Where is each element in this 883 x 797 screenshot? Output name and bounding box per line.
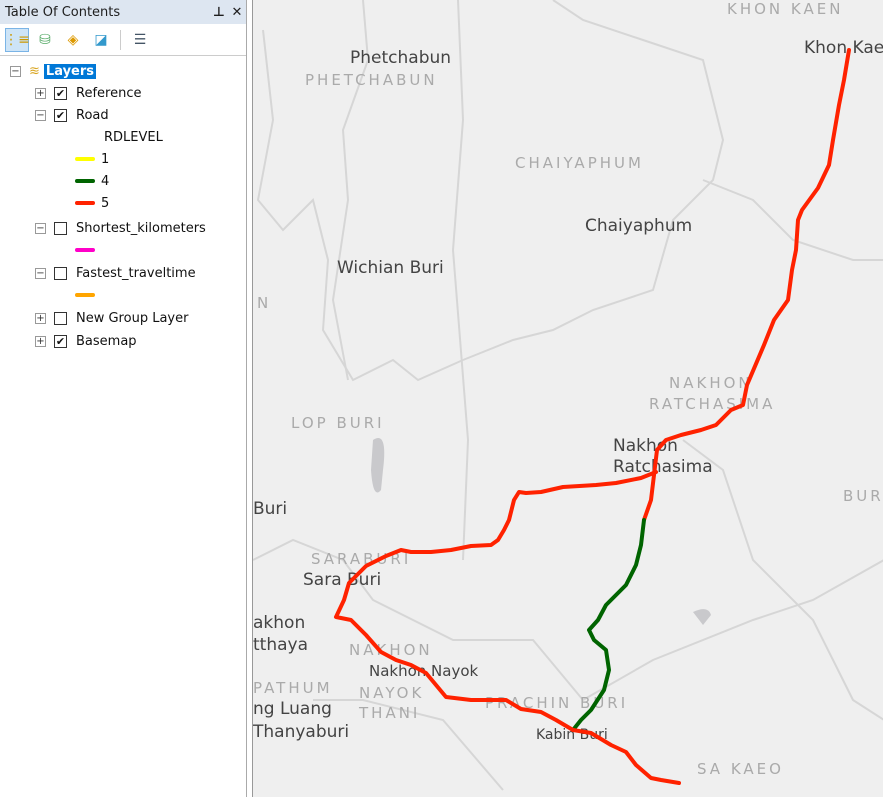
line-symbol	[75, 293, 95, 297]
layer-label[interactable]: Fastest_traveltime	[76, 265, 196, 281]
layers-stack-icon: ≋	[29, 63, 40, 79]
layers-label[interactable]: Layers	[43, 63, 97, 79]
expand-icon[interactable]: +	[35, 87, 46, 99]
city-label: Nakhon Ratchasima	[613, 436, 713, 477]
class-label: 4	[101, 173, 110, 189]
city-label: Khon Kaen	[804, 38, 883, 58]
expand-icon[interactable]: +	[35, 312, 46, 324]
legend-class-4[interactable]: 4	[75, 171, 109, 191]
province-label: N	[257, 294, 272, 312]
road-field-name: RDLEVEL	[104, 129, 163, 145]
road-rdlevel-5[interactable]	[571, 728, 681, 785]
layer-label[interactable]: New Group Layer	[76, 310, 189, 326]
layer-fastest-traveltime[interactable]: − Fastest_traveltime	[35, 263, 196, 283]
legend-class-1[interactable]: 1	[75, 149, 109, 169]
city-label: Buri	[253, 499, 288, 519]
province-label: SA KAEO	[697, 760, 784, 778]
city-label: tthaya	[253, 635, 309, 655]
road-rdlevel-5[interactable]	[334, 470, 658, 732]
province-label: KHON KAEN	[727, 0, 844, 18]
collapse-icon[interactable]: −	[35, 222, 46, 234]
class-label: 5	[101, 195, 110, 211]
city-label: Thanyaburi	[253, 722, 350, 742]
province-label: PATHUM	[253, 679, 333, 697]
province-label: NAYOK	[359, 684, 425, 702]
collapse-icon[interactable]: −	[10, 65, 21, 77]
layer-basemap[interactable]: + ✔ Basemap	[35, 331, 137, 351]
options-icon[interactable]: ☰	[133, 31, 147, 48]
province-label: BUR	[843, 487, 883, 505]
visibility-checkbox[interactable]	[54, 221, 67, 235]
toc-title: Table Of Contents	[5, 4, 121, 20]
collapse-icon[interactable]: −	[35, 109, 46, 121]
line-symbol	[75, 157, 95, 161]
road-layer	[334, 48, 851, 785]
legend-shortest	[75, 240, 101, 260]
legend-fastest	[75, 285, 101, 305]
visibility-checkbox[interactable]: ✔	[54, 108, 67, 122]
province-label: LOP BURI	[291, 414, 385, 432]
layers-root[interactable]: − ≋ Layers	[10, 61, 97, 81]
road-rdlevel-4[interactable]	[571, 518, 646, 732]
basemap-boundaries	[253, 0, 883, 791]
line-symbol	[75, 248, 95, 252]
line-symbol	[75, 179, 95, 183]
layer-reference[interactable]: + ✔ Reference	[35, 83, 141, 103]
collapse-icon[interactable]: −	[35, 267, 46, 279]
visibility-checkbox[interactable]	[54, 311, 67, 325]
province-label: THANI	[359, 704, 421, 722]
list-by-selection-icon[interactable]: ◪	[94, 31, 108, 48]
map-view[interactable]: KHON KAEN Phetchabun PHETCHABUN CHAIYAPH…	[252, 0, 883, 797]
layer-label[interactable]: Reference	[76, 85, 142, 101]
province-label: CHAIYAPHUM	[515, 154, 644, 172]
province-label: RATCHASIMA	[649, 395, 776, 413]
layer-label[interactable]: Basemap	[76, 333, 137, 349]
province-label: SARABURI	[311, 550, 412, 568]
legend-class-5[interactable]: 5	[75, 193, 109, 213]
list-by-visibility-icon[interactable]: ◈	[67, 31, 79, 48]
layer-label[interactable]: Road	[76, 107, 109, 123]
pin-icon[interactable]: ⊥	[213, 4, 225, 20]
list-by-drawing-order-icon[interactable]: ⋮≡	[4, 27, 30, 52]
city-label: Wichian Buri	[337, 258, 444, 278]
layer-new-group[interactable]: + New Group Layer	[35, 308, 188, 328]
visibility-checkbox[interactable]: ✔	[54, 86, 67, 100]
class-label: 1	[101, 151, 110, 167]
city-label: Chaiyaphum	[585, 216, 693, 236]
province-label: NAKHON	[349, 641, 433, 659]
table-of-contents-panel: Table Of Contents ⊥ ✕ ⋮≡ ⛁ ◈ ◪ ☰ − ≋ Lay…	[0, 0, 247, 797]
toc-toolbar: ⋮≡ ⛁ ◈ ◪ ☰	[0, 24, 246, 56]
layer-shortest-kilometers[interactable]: − Shortest_kilometers	[35, 218, 206, 238]
city-label: Phetchabun	[350, 48, 452, 68]
toolbar-separator	[120, 29, 121, 50]
city-label: Sara Buri	[303, 570, 382, 590]
layer-road[interactable]: − ✔ Road	[35, 105, 109, 125]
visibility-checkbox[interactable]	[54, 266, 67, 280]
toc-title-bar: Table Of Contents ⊥ ✕	[0, 0, 246, 24]
list-by-source-icon[interactable]: ⛁	[39, 31, 51, 48]
province-label: NAKHON	[669, 374, 753, 392]
road-rdlevel-5[interactable]	[642, 48, 851, 522]
expand-icon[interactable]: +	[35, 335, 46, 347]
layer-label[interactable]: Shortest_kilometers	[76, 220, 206, 236]
close-icon[interactable]: ✕	[231, 4, 243, 20]
city-label: ng Luang	[253, 699, 332, 719]
visibility-checkbox[interactable]: ✔	[54, 334, 67, 348]
province-label: PHETCHABUN	[305, 71, 438, 89]
line-symbol	[75, 201, 95, 205]
city-label: akhon	[253, 613, 306, 633]
